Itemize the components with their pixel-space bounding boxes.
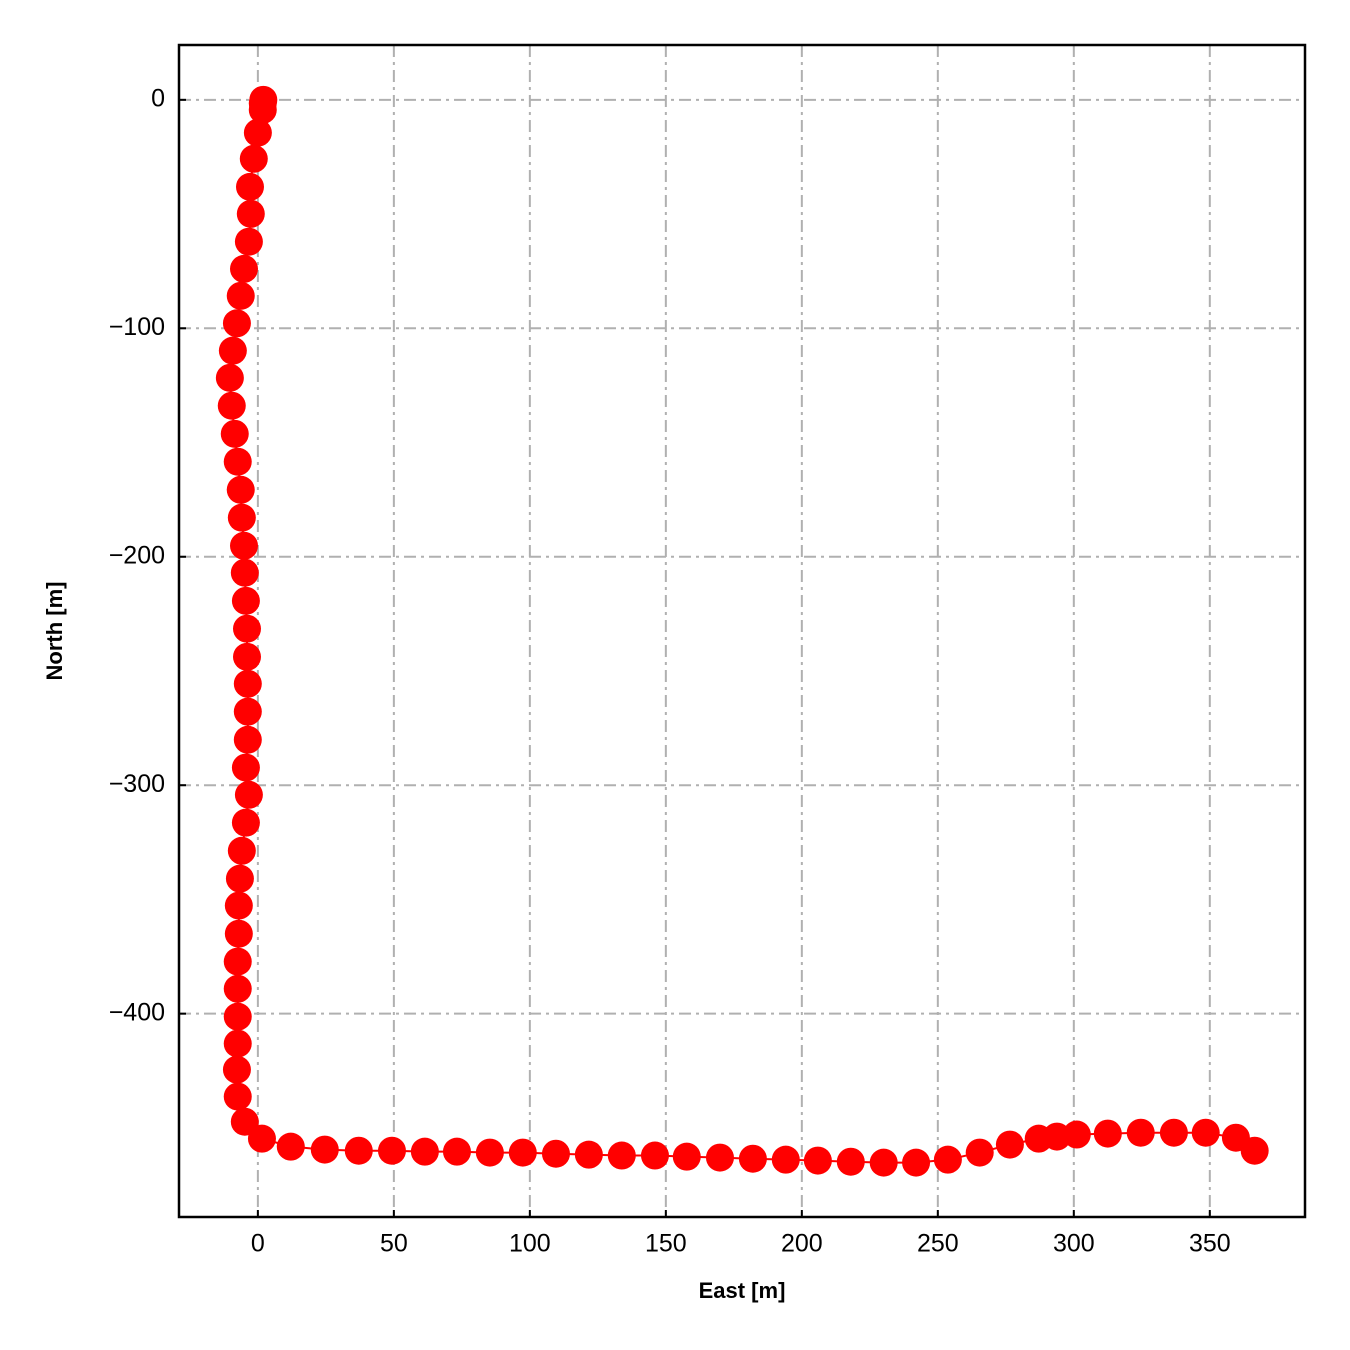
point — [225, 864, 254, 893]
point — [217, 391, 246, 420]
point — [223, 1082, 252, 1111]
point — [230, 1107, 259, 1136]
point — [705, 1143, 734, 1172]
point — [231, 586, 260, 615]
x-tick-label: 300 — [1053, 1230, 1095, 1258]
x-tick-label: 150 — [645, 1230, 687, 1258]
point — [672, 1142, 701, 1171]
point — [223, 947, 252, 976]
point — [640, 1141, 669, 1170]
point — [410, 1137, 439, 1166]
point — [233, 725, 262, 754]
point — [235, 172, 264, 201]
point — [223, 1029, 252, 1058]
y-axis-title: North [m] — [42, 582, 67, 681]
point — [475, 1138, 504, 1167]
point — [965, 1138, 994, 1167]
point — [215, 363, 244, 392]
point — [234, 780, 263, 809]
point — [247, 1124, 276, 1153]
series-line — [228, 99, 1256, 1164]
point — [243, 118, 272, 147]
point — [218, 336, 247, 365]
point — [803, 1146, 832, 1175]
y-tick-label: −200 — [109, 541, 165, 569]
point — [1240, 1136, 1269, 1165]
point — [227, 836, 256, 865]
point — [223, 447, 252, 476]
point — [227, 503, 256, 532]
point — [224, 919, 253, 948]
point — [232, 642, 261, 671]
point — [222, 1055, 251, 1084]
point — [377, 1136, 406, 1165]
point — [310, 1135, 339, 1164]
point — [224, 891, 253, 920]
point — [276, 1132, 305, 1161]
y-tick-label: 0 — [151, 84, 165, 112]
point — [220, 419, 249, 448]
point — [541, 1139, 570, 1168]
y-tick-label: −400 — [109, 998, 165, 1026]
point — [738, 1144, 767, 1173]
point — [222, 309, 251, 338]
x-axis-title: East [m] — [699, 1278, 786, 1303]
point — [236, 199, 265, 228]
point — [1126, 1118, 1155, 1147]
point — [933, 1145, 962, 1174]
x-tick-label: 50 — [380, 1230, 408, 1258]
y-tick-label: −300 — [109, 770, 165, 798]
point — [771, 1145, 800, 1174]
point — [233, 669, 262, 698]
point — [226, 281, 255, 310]
point — [239, 144, 268, 173]
point — [1159, 1118, 1188, 1147]
point — [231, 808, 260, 837]
plot-frame — [177, 43, 1307, 1219]
point — [226, 475, 255, 504]
point — [902, 1148, 931, 1177]
point — [233, 697, 262, 726]
point — [223, 1002, 252, 1031]
point — [230, 531, 259, 560]
point — [836, 1147, 865, 1176]
point — [230, 558, 259, 587]
point — [995, 1130, 1024, 1159]
x-tick-label: 350 — [1189, 1230, 1231, 1258]
point — [574, 1140, 603, 1169]
point — [231, 753, 260, 782]
point — [442, 1137, 471, 1166]
point — [344, 1136, 373, 1165]
point — [607, 1141, 636, 1170]
point — [223, 974, 252, 1003]
point — [869, 1148, 898, 1177]
point — [1062, 1120, 1091, 1149]
point — [508, 1138, 537, 1167]
x-tick-label: 250 — [917, 1230, 959, 1258]
y-tick-label: −100 — [109, 313, 165, 341]
x-tick-label: 0 — [251, 1230, 265, 1258]
point — [1093, 1119, 1122, 1148]
point — [232, 614, 261, 643]
point — [234, 227, 263, 256]
point — [1191, 1118, 1220, 1147]
x-tick-label: 200 — [781, 1230, 823, 1258]
x-tick-label: 100 — [509, 1230, 551, 1258]
point — [230, 254, 259, 283]
point — [248, 95, 277, 124]
